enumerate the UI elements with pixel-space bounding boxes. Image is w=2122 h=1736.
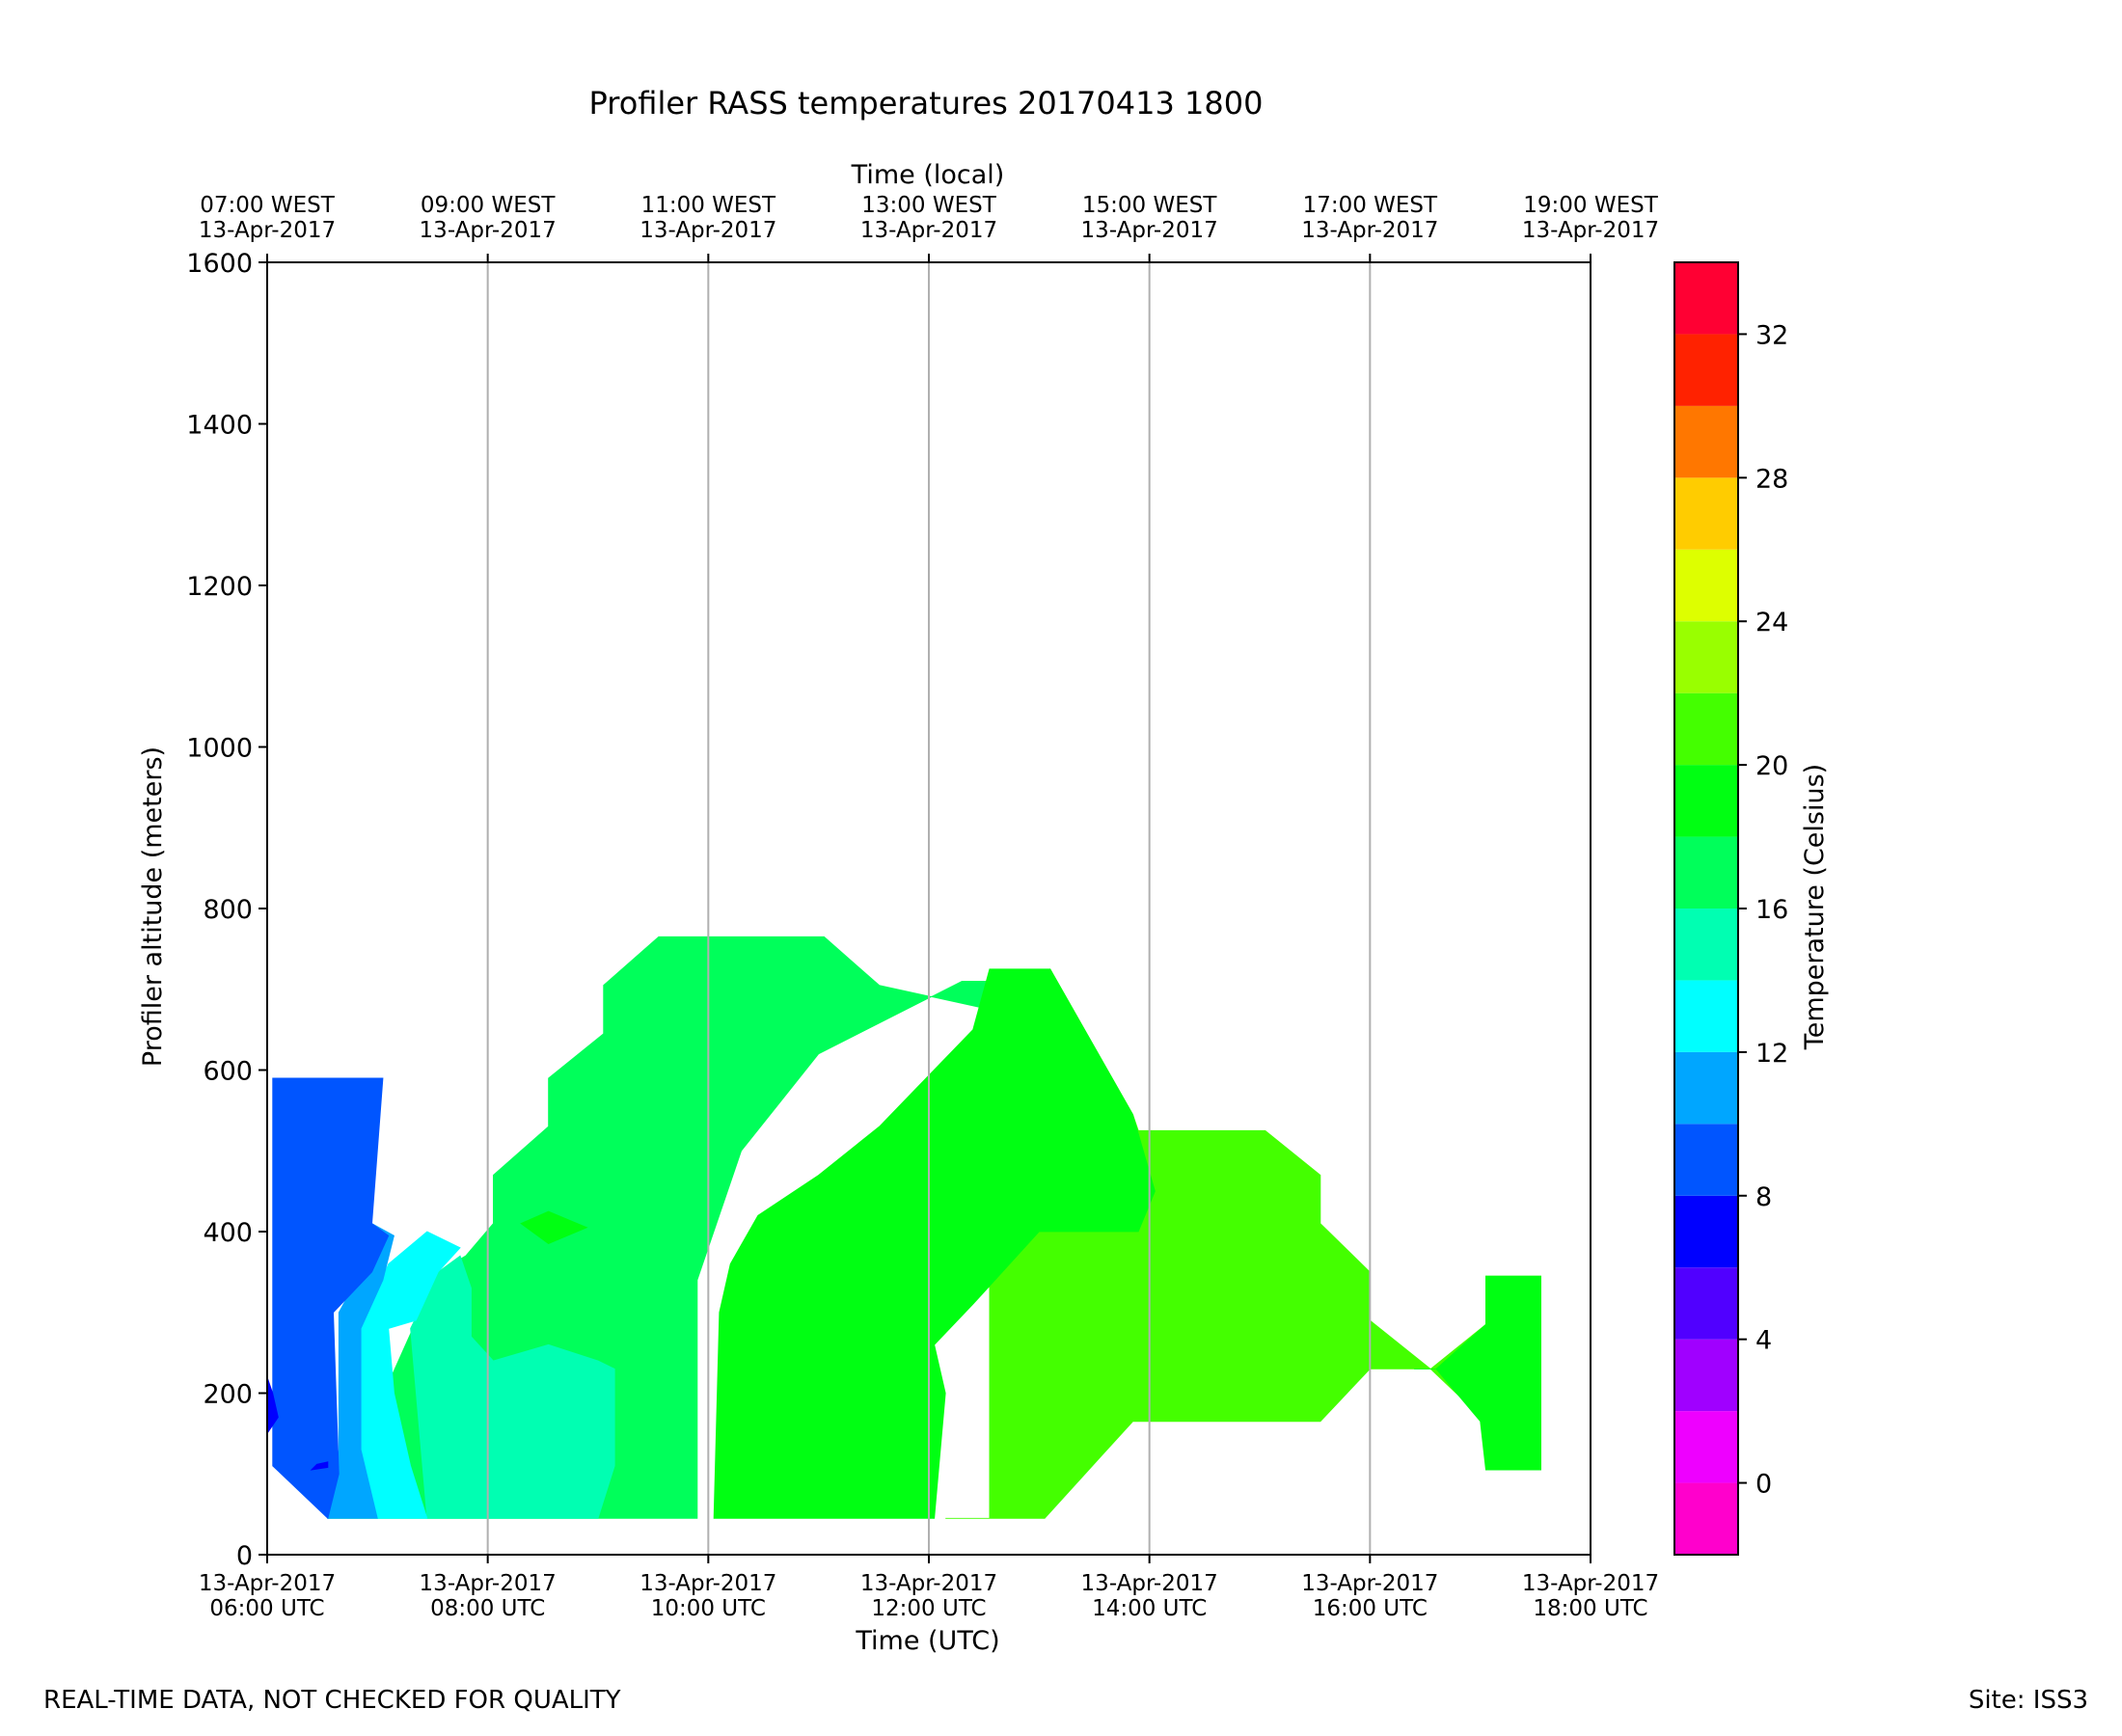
contour-region-18-20-2 bbox=[713, 968, 1156, 1519]
x-top-tick-local: 07:00 WEST bbox=[200, 193, 335, 218]
y-tick-label: 0 bbox=[236, 1541, 253, 1571]
x-top-tick-date: 13-Apr-2017 bbox=[420, 218, 557, 243]
contour-region-6-8-9 bbox=[267, 1376, 279, 1435]
x-top-tick-date: 13-Apr-2017 bbox=[1301, 218, 1438, 243]
contour-region-10-12-7 bbox=[327, 1222, 394, 1519]
contour-region-6-8-10 bbox=[310, 1461, 329, 1471]
x-top-tick-date: 13-Apr-2017 bbox=[860, 218, 997, 243]
colorbar-tick-label: 0 bbox=[1755, 1470, 1772, 1500]
colorbar-tick-label: 12 bbox=[1755, 1039, 1788, 1069]
y-tick-label: 1600 bbox=[186, 249, 253, 279]
x-tick-utc: 08:00 UTC bbox=[430, 1596, 545, 1621]
colorbar-swatch-14-16 bbox=[1674, 909, 1738, 981]
colorbar-swatch-8-10 bbox=[1674, 1124, 1738, 1196]
x-axis-top-label: Time (local) bbox=[851, 160, 1005, 190]
contour-region-18-20-4 bbox=[520, 1210, 588, 1245]
colorbar-swatch-22-24 bbox=[1674, 621, 1738, 693]
colorbar-swatch-10-12 bbox=[1674, 1051, 1738, 1125]
x-tick-date: 13-Apr-2017 bbox=[1522, 1571, 1659, 1596]
colorbar-swatch-24-26 bbox=[1674, 549, 1738, 622]
colorbar-swatch-20-22 bbox=[1674, 692, 1738, 766]
gridlines bbox=[486, 262, 1372, 1555]
colorbar-tick-label: 32 bbox=[1755, 320, 1788, 350]
colorbar-tick-label: 20 bbox=[1755, 751, 1788, 781]
colorbar-tick-label: 16 bbox=[1755, 895, 1788, 925]
x-tick-date: 13-Apr-2017 bbox=[420, 1571, 557, 1596]
x-top-tick-local: 19:00 WEST bbox=[1523, 193, 1658, 218]
colorbar-swatch-30-32 bbox=[1674, 334, 1738, 406]
x-top-tick-local: 13:00 WEST bbox=[861, 193, 996, 218]
colorbar-swatch-2-4 bbox=[1674, 1339, 1738, 1412]
colorbar: 0 4 8 12 16 20 24 28 32 bbox=[1673, 261, 1788, 1556]
x-tick-utc: 12:00 UTC bbox=[871, 1596, 986, 1621]
y-tick-label: 1000 bbox=[186, 734, 253, 764]
x-tick-date: 13-Apr-2017 bbox=[199, 1571, 336, 1596]
x-tick-date: 13-Apr-2017 bbox=[639, 1571, 776, 1596]
x-tick-date: 13-Apr-2017 bbox=[860, 1571, 997, 1596]
x-top-tick-local: 15:00 WEST bbox=[1082, 193, 1217, 218]
contour-region-8-10-8 bbox=[272, 1077, 390, 1520]
colorbar-swatch-32-34 bbox=[1674, 262, 1738, 335]
y-tick-label: 600 bbox=[203, 1057, 253, 1087]
y-tick-label: 800 bbox=[203, 895, 253, 925]
colorbar-tick-label: 28 bbox=[1755, 464, 1788, 494]
site-label: Site: ISS3 bbox=[1969, 1686, 2088, 1715]
x-tick-date: 13-Apr-2017 bbox=[1081, 1571, 1218, 1596]
y-tick-label: 200 bbox=[203, 1380, 253, 1410]
x-tick-utc: 18:00 UTC bbox=[1533, 1596, 1647, 1621]
colorbar-tick-label: 8 bbox=[1755, 1182, 1772, 1212]
colorbar-swatch-18-20 bbox=[1674, 765, 1738, 837]
contour-region-18-20-3 bbox=[1414, 1275, 1541, 1471]
colorbar-tick-label: 4 bbox=[1755, 1326, 1772, 1356]
x-tick-utc: 16:00 UTC bbox=[1313, 1596, 1428, 1621]
y-axis: 0 200 400 600 800 1000 1200 1400 1600 bbox=[186, 249, 267, 1571]
x-top-tick-local: 11:00 WEST bbox=[641, 193, 776, 218]
colorbar-label: Temperature (Celsius) bbox=[1800, 764, 1830, 1050]
plot-area bbox=[266, 261, 1592, 1556]
x-top-tick-date: 13-Apr-2017 bbox=[639, 218, 776, 243]
y-axis-label: Profiler altitude (meters) bbox=[138, 746, 168, 1067]
colorbar-swatch-6-8 bbox=[1674, 1195, 1738, 1268]
quality-note: REAL-TIME DATA, NOT CHECKED FOR QUALITY bbox=[43, 1686, 621, 1715]
y-tick-label: 1400 bbox=[186, 411, 253, 441]
x-top-tick-date: 13-Apr-2017 bbox=[199, 218, 336, 243]
colorbar-swatch-16-18 bbox=[1674, 836, 1738, 909]
x-tick-utc: 10:00 UTC bbox=[651, 1596, 766, 1621]
colorbar-swatch-12-14 bbox=[1674, 980, 1738, 1052]
colorbar-swatch-0-2 bbox=[1674, 1411, 1738, 1483]
colorbar-swatch--2-0 bbox=[1674, 1482, 1738, 1555]
x-tick-utc: 14:00 UTC bbox=[1092, 1596, 1207, 1621]
colorbar-swatch-4-6 bbox=[1674, 1267, 1738, 1340]
x-top-tick-local: 17:00 WEST bbox=[1303, 193, 1438, 218]
x-top-tick-local: 09:00 WEST bbox=[421, 193, 556, 218]
colorbar-tick-label: 24 bbox=[1755, 608, 1788, 637]
x-top-tick-date: 13-Apr-2017 bbox=[1081, 218, 1218, 243]
x-tick-date: 13-Apr-2017 bbox=[1301, 1571, 1438, 1596]
contour-regions bbox=[267, 936, 1541, 1520]
colorbar-swatch-26-28 bbox=[1674, 477, 1738, 550]
x-top-tick-date: 13-Apr-2017 bbox=[1522, 218, 1659, 243]
x-axis-label: Time (UTC) bbox=[855, 1626, 999, 1656]
x-tick-utc: 06:00 UTC bbox=[209, 1596, 324, 1621]
chart-title: Profiler RASS temperatures 20170413 1800 bbox=[589, 85, 1264, 122]
colorbar-swatch-28-30 bbox=[1674, 405, 1738, 478]
y-tick-label: 1200 bbox=[186, 572, 253, 602]
y-tick-label: 400 bbox=[203, 1218, 253, 1248]
